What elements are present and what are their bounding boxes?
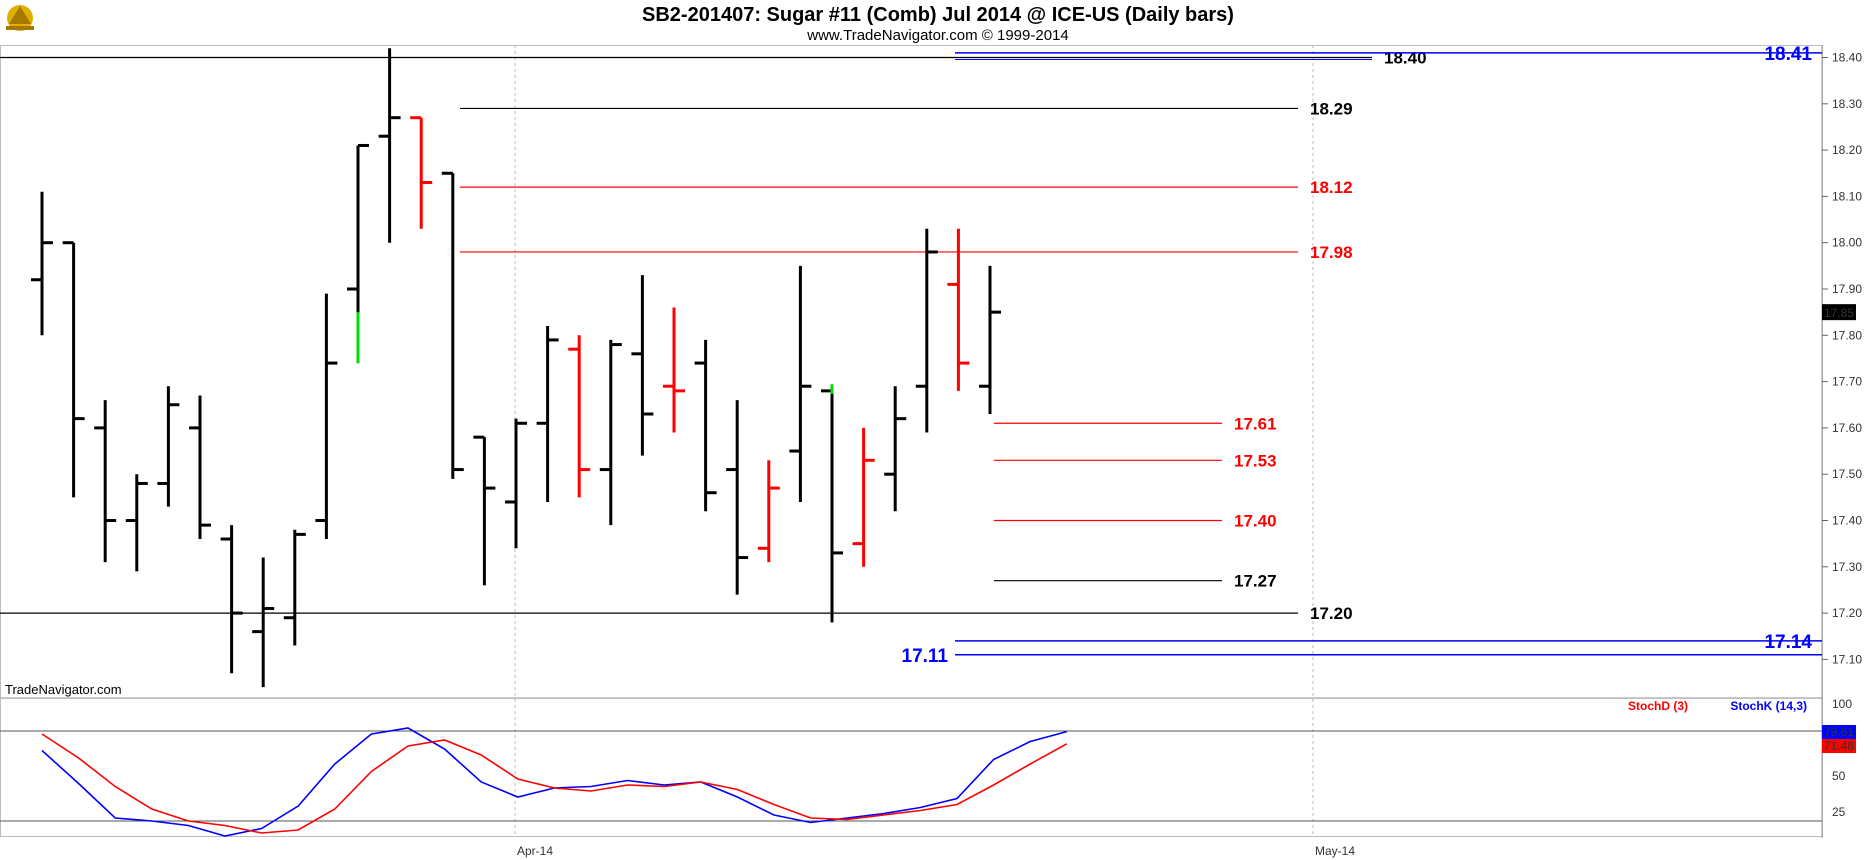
stoch-tick-label: 50 <box>1832 769 1846 783</box>
projection-label: 17.11 <box>902 646 949 667</box>
projection-label: 18.41 <box>1764 44 1812 65</box>
stoch-series-line <box>41 733 1068 834</box>
stochastic-panel-frame <box>0 698 1823 837</box>
level-label: 18.40 <box>1384 49 1427 68</box>
stoch-tick-label: 25 <box>1832 805 1846 819</box>
price-tick-label: 17.30 <box>1832 560 1862 574</box>
level-label: 18.12 <box>1310 178 1353 197</box>
stoch-series-line <box>41 727 1068 837</box>
level-label: 17.20 <box>1310 604 1353 623</box>
stochastic-lines <box>41 727 1068 837</box>
price-panel-frame <box>0 45 1823 699</box>
chart-title: SB2-201407: Sugar #11 (Comb) Jul 2014 @ … <box>642 4 1234 26</box>
trade-navigator-logo-icon <box>6 5 34 31</box>
watermark-text: TradeNavigator.com <box>5 682 122 697</box>
price-tick-label: 18.20 <box>1832 143 1862 157</box>
date-axis: Apr-14 May-14 <box>517 844 1355 858</box>
level-label: 17.53 <box>1234 451 1277 470</box>
price-axis: 18.40 18.30 18.20 18.10 18.00 17.90 17.80 17.70… <box>1822 51 1862 666</box>
level-label: 17.40 <box>1234 512 1277 531</box>
price-tick-label: 17.10 <box>1832 652 1862 666</box>
date-label: Apr-14 <box>517 844 553 858</box>
price-tick-label: 18.10 <box>1832 189 1862 203</box>
stoch-k-badge <box>1822 725 1856 739</box>
level-label: 17.98 <box>1310 243 1353 262</box>
price-tick-label: 17.40 <box>1832 514 1862 528</box>
price-tick-label: 17.80 <box>1832 328 1862 342</box>
last-price-value: 17.85 <box>1824 306 1854 320</box>
level-label: 17.61 <box>1234 414 1277 433</box>
support-resistance-levels: 18.40 18.29 18.12 17.98 17.61 17.53 17.40 17.27… <box>0 44 1822 667</box>
stoch-d-badge <box>1822 739 1856 753</box>
stoch-d-value: 71.48 <box>1824 739 1854 753</box>
stoch-k-value: 79.61 <box>1824 725 1854 739</box>
price-tick-label: 17.60 <box>1832 421 1862 435</box>
stoch-k-legend: StochK (14,3) <box>1730 699 1807 713</box>
last-price-badge: 17.85 <box>1822 304 1856 321</box>
price-tick-label: 18.30 <box>1832 97 1862 111</box>
price-tick-label: 17.70 <box>1832 375 1862 389</box>
stoch-d-legend: StochD (3) <box>1628 699 1688 713</box>
price-tick-label: 17.50 <box>1832 467 1862 481</box>
date-label: May-14 <box>1315 844 1355 858</box>
level-label: 18.29 <box>1310 99 1353 118</box>
level-label: 17.27 <box>1234 572 1277 591</box>
ohlc-bars <box>31 48 1001 688</box>
price-tick-label: 18.40 <box>1832 51 1862 65</box>
projection-label: 17.14 <box>1764 632 1812 653</box>
chart-subtitle: www.TradeNavigator.com © 1999-2014 <box>806 27 1068 44</box>
price-tick-label: 17.20 <box>1832 606 1862 620</box>
stochastic-axis: 100 50 25 <box>0 697 1852 822</box>
price-tick-label: 17.90 <box>1832 282 1862 296</box>
price-tick-label: 18.00 <box>1832 236 1862 250</box>
stoch-tick-label: 100 <box>1832 697 1852 711</box>
